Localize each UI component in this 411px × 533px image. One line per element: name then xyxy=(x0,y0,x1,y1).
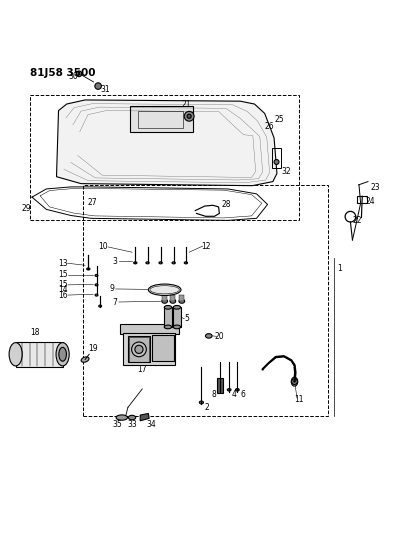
Text: 28: 28 xyxy=(222,199,231,208)
Text: 25: 25 xyxy=(275,115,284,124)
Ellipse shape xyxy=(95,284,98,286)
Text: 16: 16 xyxy=(59,290,68,300)
Ellipse shape xyxy=(199,401,203,404)
Ellipse shape xyxy=(56,343,69,366)
Ellipse shape xyxy=(159,262,162,264)
Ellipse shape xyxy=(128,415,136,420)
Text: 26: 26 xyxy=(265,122,275,131)
Bar xyxy=(30,95,299,220)
Text: 8: 8 xyxy=(212,390,217,399)
Ellipse shape xyxy=(173,305,180,309)
Ellipse shape xyxy=(99,305,102,307)
Circle shape xyxy=(135,345,143,353)
Text: 5: 5 xyxy=(185,314,189,323)
Ellipse shape xyxy=(236,389,239,391)
Ellipse shape xyxy=(291,377,298,386)
Text: 34: 34 xyxy=(147,420,157,429)
Bar xyxy=(217,377,223,393)
Circle shape xyxy=(187,114,191,118)
Bar xyxy=(83,185,328,416)
Bar xyxy=(164,308,172,327)
Circle shape xyxy=(184,111,194,121)
Text: 29: 29 xyxy=(21,204,31,213)
Bar xyxy=(123,334,175,365)
Text: 3: 3 xyxy=(113,257,117,265)
Text: 9: 9 xyxy=(109,285,114,294)
Text: 30: 30 xyxy=(68,72,78,81)
Text: 4: 4 xyxy=(232,390,237,399)
Circle shape xyxy=(95,83,102,90)
Text: 22: 22 xyxy=(353,216,362,225)
Text: 21: 21 xyxy=(182,100,191,109)
Bar xyxy=(272,148,281,168)
Circle shape xyxy=(76,71,82,77)
Bar xyxy=(162,295,167,301)
Bar xyxy=(357,196,367,203)
Ellipse shape xyxy=(184,262,187,264)
Bar xyxy=(179,295,184,301)
Ellipse shape xyxy=(134,262,137,264)
Bar xyxy=(138,110,183,128)
Ellipse shape xyxy=(173,325,180,329)
Text: 14: 14 xyxy=(59,285,68,294)
Text: 10: 10 xyxy=(98,243,107,252)
Ellipse shape xyxy=(170,299,175,303)
Ellipse shape xyxy=(179,299,185,303)
Ellipse shape xyxy=(218,389,222,391)
Bar xyxy=(129,337,149,361)
Bar xyxy=(130,107,193,132)
Text: 20: 20 xyxy=(215,332,224,341)
Ellipse shape xyxy=(146,262,149,264)
Text: 13: 13 xyxy=(58,259,67,268)
Bar xyxy=(171,295,175,301)
Bar xyxy=(173,308,180,327)
Text: 32: 32 xyxy=(282,167,291,176)
Bar xyxy=(152,335,174,361)
Circle shape xyxy=(292,379,297,384)
Ellipse shape xyxy=(206,334,212,338)
Text: 17: 17 xyxy=(137,365,147,374)
Text: 2: 2 xyxy=(205,403,210,412)
Ellipse shape xyxy=(164,325,172,329)
Text: 24: 24 xyxy=(366,197,375,206)
Text: 81J58 3500: 81J58 3500 xyxy=(30,68,95,78)
Text: 6: 6 xyxy=(240,390,245,399)
Text: 15: 15 xyxy=(59,280,68,289)
Text: 11: 11 xyxy=(295,394,304,403)
Ellipse shape xyxy=(164,305,172,309)
Ellipse shape xyxy=(9,343,22,366)
Text: 27: 27 xyxy=(87,198,97,207)
Bar xyxy=(16,342,62,367)
Ellipse shape xyxy=(116,415,127,420)
Text: 18: 18 xyxy=(30,328,40,337)
Text: 15: 15 xyxy=(59,270,68,279)
Bar xyxy=(120,324,179,334)
Ellipse shape xyxy=(59,348,67,361)
Ellipse shape xyxy=(95,294,98,296)
Ellipse shape xyxy=(227,389,231,391)
Ellipse shape xyxy=(87,268,90,270)
Text: 23: 23 xyxy=(370,183,380,192)
Text: 33: 33 xyxy=(127,420,137,429)
Text: 12: 12 xyxy=(201,241,210,251)
Ellipse shape xyxy=(148,284,181,295)
Text: 35: 35 xyxy=(113,420,122,429)
Polygon shape xyxy=(140,414,149,421)
Text: 31: 31 xyxy=(100,85,110,94)
Ellipse shape xyxy=(162,299,168,303)
Ellipse shape xyxy=(81,357,89,362)
Text: 19: 19 xyxy=(88,344,98,353)
Text: 1: 1 xyxy=(337,264,342,273)
Text: 7: 7 xyxy=(113,297,117,306)
Ellipse shape xyxy=(172,262,175,264)
Polygon shape xyxy=(56,100,277,185)
Ellipse shape xyxy=(95,274,98,277)
Circle shape xyxy=(132,342,146,357)
Circle shape xyxy=(274,159,279,165)
Bar xyxy=(128,336,150,362)
